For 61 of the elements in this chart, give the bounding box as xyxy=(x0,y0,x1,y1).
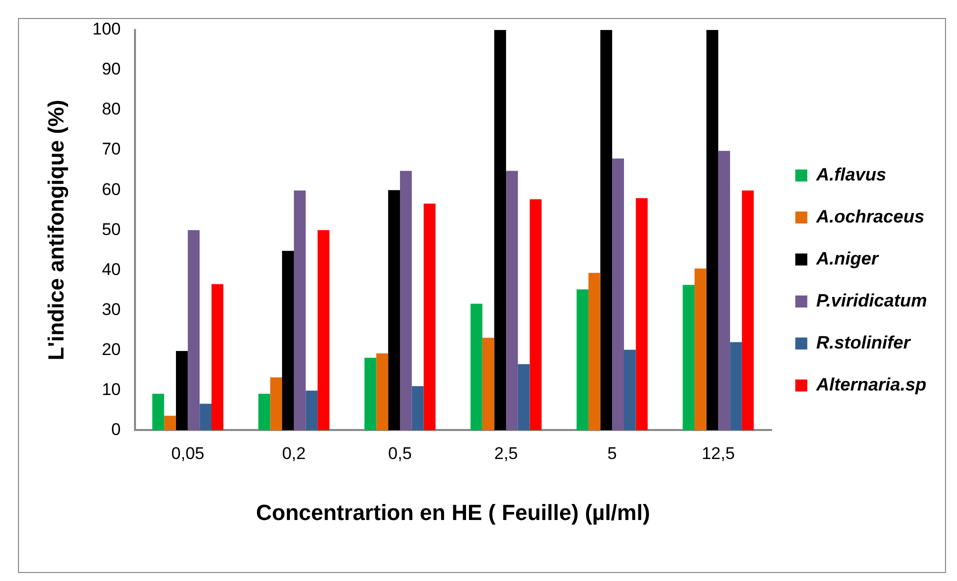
y-tick-label: 40 xyxy=(102,260,121,279)
bar xyxy=(600,30,612,430)
legend-label: A.ochraceus xyxy=(815,206,924,226)
bar xyxy=(412,386,424,430)
bar xyxy=(576,289,588,430)
y-tick-label: 10 xyxy=(102,380,121,399)
bar xyxy=(258,394,270,430)
bar xyxy=(176,350,188,430)
bar xyxy=(270,377,282,430)
bar xyxy=(682,284,695,430)
y-tick-label: 50 xyxy=(102,220,121,239)
y-tick-label: 30 xyxy=(102,300,121,319)
bar xyxy=(612,158,624,430)
bar xyxy=(212,284,224,430)
x-tick-label: 5 xyxy=(607,444,617,464)
y-tick-label: 20 xyxy=(102,340,121,359)
y-tick-label: 100 xyxy=(92,20,121,39)
y-tick-label: 80 xyxy=(102,100,121,119)
bar xyxy=(188,230,200,430)
bar xyxy=(494,30,506,430)
legend-label: P.viridicatum xyxy=(816,290,928,310)
bar xyxy=(588,272,600,430)
bar xyxy=(636,198,648,430)
bar xyxy=(624,350,636,430)
legend-label: R.stolinifer xyxy=(816,332,912,352)
bar xyxy=(282,250,294,430)
bar xyxy=(694,268,706,430)
bar xyxy=(530,199,542,430)
bar xyxy=(400,170,412,430)
y-axis-title: L'indice antifongique (%) xyxy=(43,100,68,360)
bar xyxy=(424,204,436,430)
y-tick-label: 70 xyxy=(102,140,121,159)
x-tick-label: 0,2 xyxy=(282,444,306,464)
bar xyxy=(388,190,400,430)
bar xyxy=(742,190,754,430)
y-tick-label: 0 xyxy=(111,420,121,439)
x-tick-label: 0,5 xyxy=(388,444,412,464)
bar xyxy=(294,190,306,430)
x-tick-label: 0,05 xyxy=(171,444,204,464)
bar xyxy=(306,390,318,430)
bar xyxy=(518,364,530,430)
legend-label: Alternaria.sp xyxy=(815,374,926,394)
bar xyxy=(164,416,176,430)
bar xyxy=(364,358,376,430)
bar xyxy=(152,394,164,430)
bar xyxy=(376,353,388,430)
bar xyxy=(200,404,212,430)
x-tick-label: 12,5 xyxy=(702,444,735,464)
x-tick-label: 2,5 xyxy=(494,444,518,464)
bar xyxy=(470,304,482,430)
y-tick-label: 90 xyxy=(102,60,121,79)
legend-label: A.flavus xyxy=(815,164,886,184)
bar xyxy=(318,230,330,430)
bar xyxy=(482,338,494,430)
bar xyxy=(718,150,730,430)
bar xyxy=(506,170,518,430)
bar xyxy=(730,342,742,430)
y-tick-label: 60 xyxy=(102,180,121,199)
x-axis-title: Concentrartion en HE ( Feuille) (µl/ml) xyxy=(256,500,650,525)
bar xyxy=(706,30,718,430)
legend-label: A.niger xyxy=(815,248,880,268)
